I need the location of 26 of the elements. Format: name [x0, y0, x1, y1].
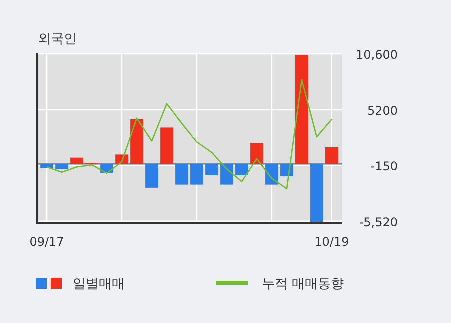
bar: [236, 164, 248, 176]
bar: [40, 164, 54, 168]
bar: [176, 164, 188, 185]
x-tick-label: 10/19: [314, 235, 350, 249]
y-tick-label: -5,520: [359, 215, 398, 230]
y-tick-label: 5200: [367, 104, 398, 118]
bar: [206, 164, 218, 176]
legend-label: 누적 매매동향: [262, 277, 344, 292]
bar: [326, 147, 338, 164]
bar: [310, 164, 324, 222]
bar: [160, 128, 174, 164]
bar: [220, 164, 234, 185]
chart-title: 외국인: [38, 32, 77, 47]
bar: [130, 119, 144, 164]
line-series: [46, 79, 333, 190]
x-tick-label: 09/17: [30, 235, 64, 249]
bar: [266, 164, 278, 185]
bar: [146, 164, 158, 188]
bar: [56, 164, 68, 170]
bar: [296, 55, 308, 164]
y-tick-label: -150: [370, 160, 398, 174]
legend-label: 일별매매: [73, 277, 125, 292]
bar: [70, 158, 84, 164]
y-tick-label: 10,600: [356, 48, 398, 62]
bar: [250, 143, 264, 164]
bar: [190, 164, 204, 185]
